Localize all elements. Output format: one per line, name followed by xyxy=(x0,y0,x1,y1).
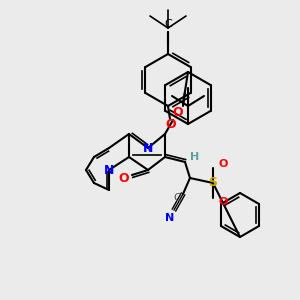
Text: O: O xyxy=(119,172,129,184)
Text: N: N xyxy=(165,213,175,223)
Text: S: S xyxy=(208,176,217,190)
Text: H: H xyxy=(190,152,200,162)
Text: C: C xyxy=(164,19,172,29)
Text: O: O xyxy=(166,118,176,131)
Text: C: C xyxy=(173,193,181,203)
Text: N: N xyxy=(104,164,114,176)
Text: O: O xyxy=(218,159,228,169)
Text: O: O xyxy=(218,197,228,207)
Text: N: N xyxy=(143,142,153,154)
Text: O: O xyxy=(173,106,183,118)
